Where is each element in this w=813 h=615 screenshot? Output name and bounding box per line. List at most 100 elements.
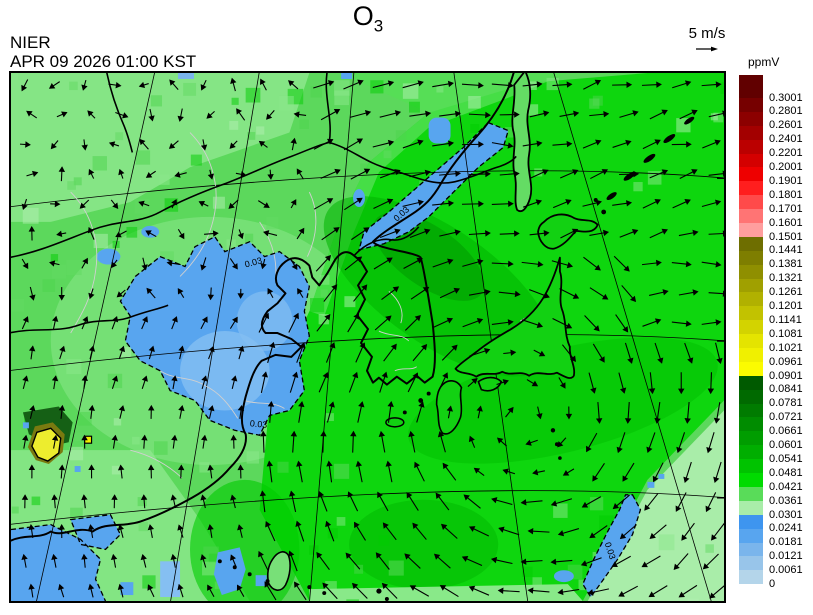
wind-arrow <box>207 169 215 180</box>
wind-arrow <box>146 287 156 299</box>
wind-reference-arrow-icon <box>696 46 718 52</box>
wind-arrow <box>708 230 724 237</box>
high-concentration-spot <box>22 406 93 472</box>
wind-arrow <box>649 109 668 120</box>
field-texture-cell <box>687 598 699 601</box>
wind-arrow <box>201 375 208 390</box>
field-texture-cell <box>470 124 480 134</box>
wind-arrow <box>676 432 686 454</box>
wind-arrow <box>701 81 722 88</box>
wind-arrow <box>527 587 550 594</box>
wind-arrow <box>649 289 669 296</box>
wind-arrow <box>58 287 65 301</box>
wind-arrow <box>296 227 305 240</box>
wind-arrow <box>532 469 545 476</box>
field-texture-cell <box>73 177 82 186</box>
colorbar-tick-label: 0.0181 <box>769 536 803 549</box>
colorbar-tick-label: 0.2001 <box>769 161 803 173</box>
field-texture-cell <box>344 296 356 308</box>
wind-arrow <box>559 288 580 299</box>
colorbar-tick-label: 0.1901 <box>769 174 803 187</box>
wind-arrow <box>49 260 60 267</box>
wind-arrow <box>298 401 305 423</box>
field-texture-cell <box>277 461 289 473</box>
wind-arrow <box>612 139 632 148</box>
field-texture-cell <box>546 77 559 91</box>
wind-arrow <box>652 462 664 483</box>
wind-arrow <box>491 497 513 506</box>
wind-arrow <box>204 230 219 237</box>
colorbar-tick-label: 0.0961 <box>769 355 803 368</box>
wind-arrow <box>624 401 632 424</box>
wind-arrow <box>414 461 425 482</box>
wind-arrow <box>323 284 338 302</box>
wind-arrow <box>79 199 90 209</box>
field-texture-cell <box>226 239 236 249</box>
colorbar-segment <box>739 403 763 418</box>
wind-arrow <box>587 588 610 596</box>
wind-arrow <box>624 342 634 364</box>
wind-arrow <box>141 316 148 330</box>
wind-arrow <box>166 260 181 267</box>
field-texture-cell <box>320 289 328 297</box>
wind-arrow <box>230 494 237 509</box>
wind-arrow <box>229 316 238 329</box>
wind-arrow <box>87 110 96 119</box>
field-texture-cell <box>244 233 254 242</box>
wind-arrow <box>141 375 148 389</box>
wind-arrow <box>267 400 275 423</box>
wind-arrow <box>496 379 509 386</box>
colorbar-segment <box>739 473 763 487</box>
field-texture-cell <box>134 198 150 214</box>
wind-arrow <box>654 402 661 424</box>
wind-arrow <box>237 404 245 419</box>
field-texture-cell <box>334 463 350 479</box>
field-texture-cell <box>199 462 210 473</box>
wind-arrow <box>530 169 549 179</box>
field-texture-cell <box>154 441 168 455</box>
wind-arrow <box>296 342 306 363</box>
wind-arrow <box>56 111 68 118</box>
wind-arrow <box>259 490 267 513</box>
colorbar-segment <box>739 195 763 210</box>
field-texture-cell <box>93 233 108 249</box>
wind-arrow <box>649 169 669 179</box>
wind-arrow <box>348 371 359 393</box>
colorbar-segment <box>739 223 763 237</box>
wind-arrow <box>110 553 118 568</box>
colorbar-tick-label: 0.1801 <box>769 188 803 201</box>
wind-arrow <box>412 344 428 362</box>
colorbar-tick-label: 0.1021 <box>769 341 803 354</box>
wind-arrow <box>147 524 155 538</box>
wind-arrow <box>679 109 698 120</box>
wind-arrow <box>684 401 691 424</box>
wind-arrow <box>416 401 425 423</box>
wind-arrow <box>138 81 149 89</box>
wind-arrow <box>257 200 270 208</box>
wind-arrow <box>200 494 207 509</box>
wind-arrow <box>87 583 95 598</box>
wind-arrow <box>81 257 88 269</box>
field-texture-cell <box>383 150 392 159</box>
wind-arrow <box>58 583 65 598</box>
concentration-map: 0.03 0.03 0.03 0.03 <box>11 73 724 601</box>
wind-arrow <box>533 349 546 357</box>
colorbar-segment <box>739 348 763 362</box>
wind-arrow <box>580 557 602 567</box>
wind-arrow <box>178 345 185 360</box>
wind-arrow <box>21 258 29 270</box>
wind-arrow <box>321 227 340 241</box>
wind-arrow <box>258 550 269 571</box>
wind-arrow <box>498 290 521 298</box>
wind-arrow <box>702 553 719 570</box>
wind-arrow <box>584 315 600 332</box>
wind-arrow <box>702 139 721 149</box>
wind-arrow <box>612 81 633 89</box>
wind-arrow <box>446 405 453 419</box>
wind-arrow <box>408 430 416 453</box>
field-texture-cell <box>246 451 260 464</box>
colorbar-segment <box>739 431 763 446</box>
wind-arrow <box>462 318 484 328</box>
wind-arrow <box>230 434 237 449</box>
wind-arrow <box>236 108 246 121</box>
